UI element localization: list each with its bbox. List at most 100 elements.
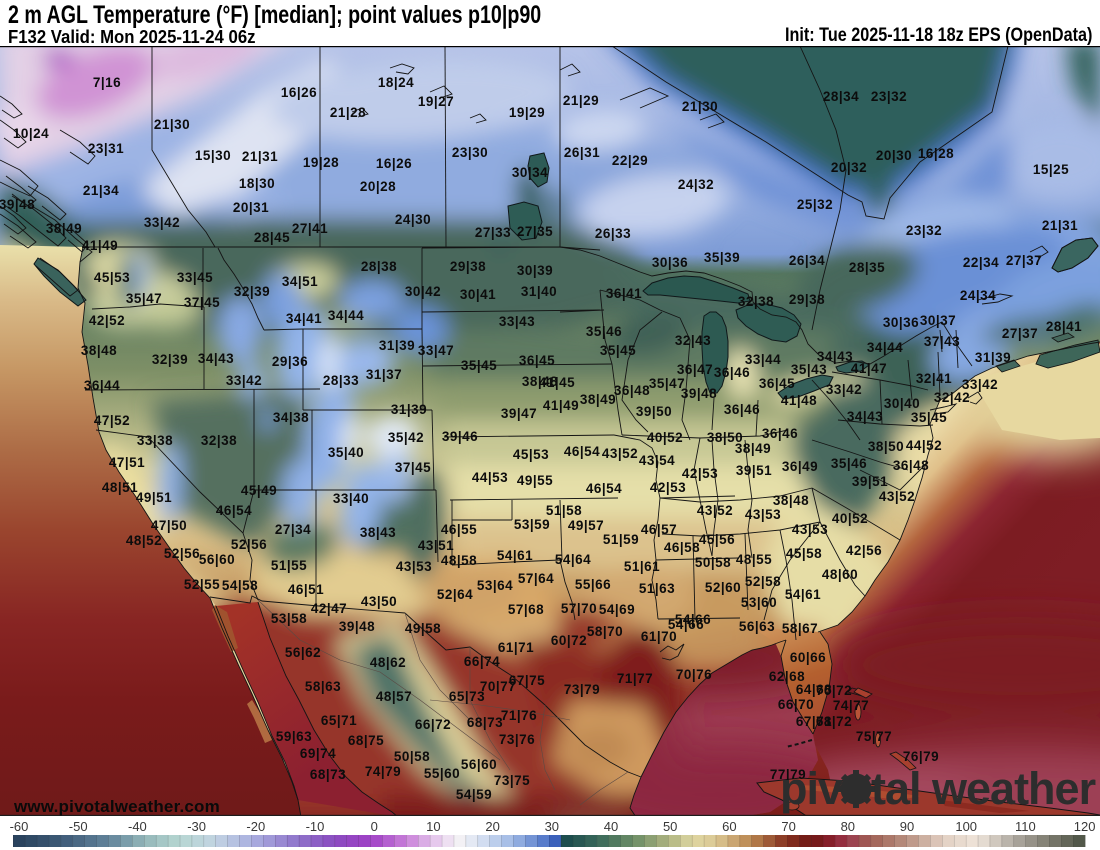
svg-text:43|53: 43|53 bbox=[792, 522, 828, 537]
svg-text:34|41: 34|41 bbox=[286, 311, 322, 326]
svg-text:33|42: 33|42 bbox=[826, 382, 862, 397]
svg-text:43|52: 43|52 bbox=[879, 489, 915, 504]
svg-text:52|56: 52|56 bbox=[164, 546, 200, 561]
svg-text:51|55: 51|55 bbox=[271, 558, 307, 573]
svg-text:46|51: 46|51 bbox=[288, 582, 324, 597]
svg-text:70|76: 70|76 bbox=[676, 667, 712, 682]
svg-text:42|53: 42|53 bbox=[682, 466, 718, 481]
svg-text:48|51: 48|51 bbox=[102, 480, 138, 495]
svg-text:36|44: 36|44 bbox=[84, 378, 120, 393]
svg-text:53|64: 53|64 bbox=[477, 578, 513, 593]
svg-text:37|45: 37|45 bbox=[184, 295, 220, 310]
svg-text:21|31: 21|31 bbox=[1042, 218, 1078, 233]
svg-text:22|34: 22|34 bbox=[963, 255, 999, 270]
svg-text:35|39: 35|39 bbox=[704, 250, 740, 265]
svg-text:59|63: 59|63 bbox=[276, 729, 312, 744]
svg-text:21|34: 21|34 bbox=[83, 183, 119, 198]
svg-text:27|35: 27|35 bbox=[517, 224, 553, 239]
svg-text:36|49: 36|49 bbox=[782, 459, 818, 474]
svg-text:35|40: 35|40 bbox=[328, 445, 364, 460]
svg-text:54|61: 54|61 bbox=[785, 587, 821, 602]
svg-text:34|38: 34|38 bbox=[273, 410, 309, 425]
svg-text:32|41: 32|41 bbox=[916, 371, 952, 386]
svg-text:39|48: 39|48 bbox=[681, 386, 717, 401]
svg-text:54|66: 54|66 bbox=[668, 617, 704, 632]
svg-text:51|61: 51|61 bbox=[624, 559, 660, 574]
svg-text:43|52: 43|52 bbox=[602, 446, 638, 461]
svg-text:52|60: 52|60 bbox=[705, 580, 741, 595]
svg-text:19|29: 19|29 bbox=[509, 105, 545, 120]
svg-text:52|64: 52|64 bbox=[437, 587, 473, 602]
svg-text:31|37: 31|37 bbox=[366, 367, 402, 382]
svg-text:31|39: 31|39 bbox=[391, 402, 427, 417]
svg-text:19|27: 19|27 bbox=[418, 94, 454, 109]
svg-text:21|30: 21|30 bbox=[154, 117, 190, 132]
svg-text:54|61: 54|61 bbox=[497, 548, 533, 563]
svg-text:38|50: 38|50 bbox=[707, 430, 743, 445]
svg-text:43|51: 43|51 bbox=[418, 538, 454, 553]
svg-text:33|43: 33|43 bbox=[499, 314, 535, 329]
svg-text:26|34: 26|34 bbox=[789, 253, 825, 268]
svg-text:40|52: 40|52 bbox=[647, 430, 683, 445]
svg-text:37|43: 37|43 bbox=[924, 334, 960, 349]
svg-text:38|43: 38|43 bbox=[360, 525, 396, 540]
svg-text:58|70: 58|70 bbox=[587, 624, 623, 639]
svg-text:49|55: 49|55 bbox=[517, 473, 553, 488]
svg-text:56|60: 56|60 bbox=[461, 757, 497, 772]
svg-text:33|42: 33|42 bbox=[962, 377, 998, 392]
svg-text:36|48: 36|48 bbox=[893, 458, 929, 473]
svg-text:34|51: 34|51 bbox=[282, 274, 318, 289]
svg-text:42|47: 42|47 bbox=[311, 601, 347, 616]
svg-text:56|62: 56|62 bbox=[285, 645, 321, 660]
svg-text:47|51: 47|51 bbox=[109, 455, 145, 470]
svg-text:21|28: 21|28 bbox=[330, 105, 366, 120]
svg-text:52|56: 52|56 bbox=[231, 537, 267, 552]
svg-text:18|24: 18|24 bbox=[378, 75, 414, 90]
svg-text:35|46: 35|46 bbox=[831, 456, 867, 471]
svg-text:27|37: 27|37 bbox=[1006, 253, 1042, 268]
svg-text:46|54: 46|54 bbox=[216, 503, 252, 518]
svg-text:38|50: 38|50 bbox=[868, 439, 904, 454]
svg-text:36|45: 36|45 bbox=[519, 353, 555, 368]
svg-text:42|53: 42|53 bbox=[650, 480, 686, 495]
svg-text:37|45: 37|45 bbox=[395, 460, 431, 475]
svg-text:27|34: 27|34 bbox=[275, 522, 311, 537]
svg-text:10|24: 10|24 bbox=[13, 126, 49, 141]
svg-text:44|53: 44|53 bbox=[472, 470, 508, 485]
svg-text:32|39: 32|39 bbox=[234, 284, 270, 299]
svg-text:33|47: 33|47 bbox=[418, 343, 454, 358]
svg-text:36|46: 36|46 bbox=[762, 426, 798, 441]
svg-text:21|29: 21|29 bbox=[563, 93, 599, 108]
svg-text:45|53: 45|53 bbox=[94, 270, 130, 285]
svg-text:47|52: 47|52 bbox=[94, 413, 130, 428]
svg-text:48|58: 48|58 bbox=[441, 553, 477, 568]
svg-text:50|58: 50|58 bbox=[695, 555, 731, 570]
svg-text:48|62: 48|62 bbox=[370, 655, 406, 670]
svg-text:56|63: 56|63 bbox=[739, 619, 775, 634]
svg-text:58|67: 58|67 bbox=[782, 621, 818, 636]
svg-text:33|42: 33|42 bbox=[226, 373, 262, 388]
svg-text:71|77: 71|77 bbox=[617, 671, 653, 686]
svg-text:54|59: 54|59 bbox=[456, 787, 492, 802]
svg-text:68|73: 68|73 bbox=[467, 715, 503, 730]
svg-text:41|47: 41|47 bbox=[851, 361, 887, 376]
svg-text:73|75: 73|75 bbox=[494, 773, 530, 788]
svg-text:67|75: 67|75 bbox=[509, 673, 545, 688]
svg-text:42|52: 42|52 bbox=[89, 313, 125, 328]
svg-text:39|51: 39|51 bbox=[852, 474, 888, 489]
svg-text:62|68: 62|68 bbox=[769, 669, 805, 684]
svg-text:23|32: 23|32 bbox=[871, 89, 907, 104]
svg-text:30|40: 30|40 bbox=[884, 396, 920, 411]
svg-text:28|34: 28|34 bbox=[823, 89, 859, 104]
svg-text:51|58: 51|58 bbox=[546, 503, 582, 518]
svg-text:38|48: 38|48 bbox=[773, 493, 809, 508]
svg-text:piv: piv bbox=[780, 763, 843, 814]
svg-text:30|36: 30|36 bbox=[652, 255, 688, 270]
svg-text:45|53: 45|53 bbox=[513, 447, 549, 462]
svg-text:55|60: 55|60 bbox=[424, 766, 460, 781]
svg-text:33|42: 33|42 bbox=[144, 215, 180, 230]
svg-text:36|46: 36|46 bbox=[714, 365, 750, 380]
svg-text:58|63: 58|63 bbox=[305, 679, 341, 694]
svg-text:32|43: 32|43 bbox=[675, 333, 711, 348]
svg-text:35|45: 35|45 bbox=[461, 358, 497, 373]
